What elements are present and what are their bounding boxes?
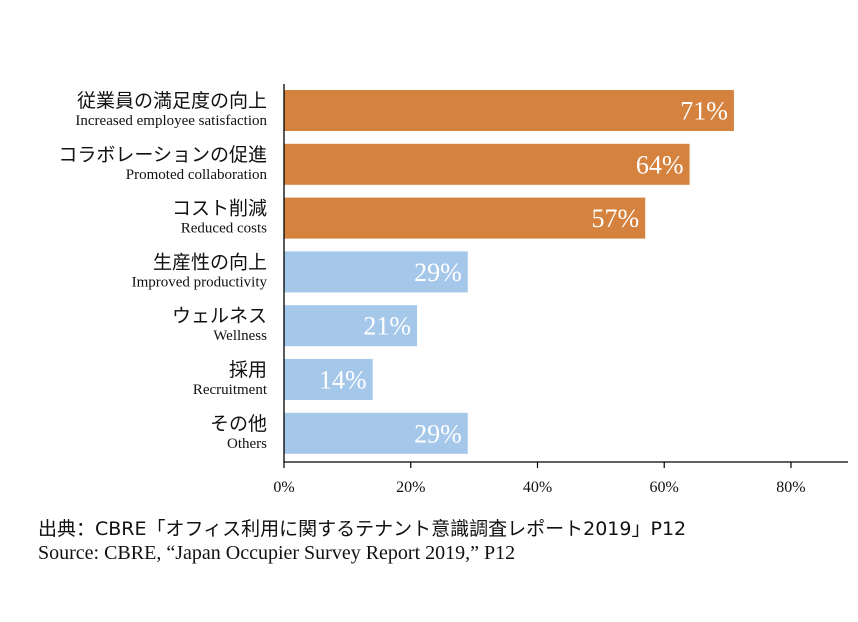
category-label-jp: ウェルネス [172, 305, 267, 327]
x-tick-label: 80% [776, 479, 805, 496]
bar [284, 197, 646, 239]
category-label-jp: コラボレーションの促進 [58, 144, 267, 166]
axes-group: 0% 20% 40% 60% 80% [273, 84, 848, 496]
bar [284, 359, 373, 400]
category-label-en: Increased employee satisfaction [75, 113, 267, 129]
x-tick-label: 60% [650, 479, 679, 496]
bar-value-label: 64% [636, 150, 684, 179]
bar-value-label: 14% [319, 366, 367, 395]
category-label-en: Reduced costs [181, 221, 267, 237]
bar-value-label: 29% [414, 419, 462, 448]
category-label-jp: 生産性の向上 [153, 251, 267, 273]
source-note-jp: 出典：CBRE「オフィス利用に関するテナント意識調査レポート2019」P12 [38, 518, 687, 540]
category-label-jp: コスト削減 [172, 198, 267, 220]
bar-value-label: 29% [414, 258, 462, 287]
bar [284, 412, 468, 454]
category-label-en: Others [227, 436, 267, 452]
bar [284, 143, 690, 185]
category-label-en: Improved productivity [132, 274, 268, 290]
x-tick-label: 40% [523, 479, 552, 496]
bar [284, 251, 468, 293]
x-tick-label: 20% [396, 479, 425, 496]
source-note-en: Source: CBRE, “Japan Occupier Survey Rep… [38, 542, 516, 564]
bars-group: 71%64%57%29%21%14%29% [284, 90, 734, 454]
category-label-en: Promoted collaboration [126, 167, 268, 183]
bar-value-label: 57% [592, 204, 640, 233]
category-label-jp: その他 [210, 413, 267, 435]
category-label-jp: 採用 [229, 359, 267, 381]
category-label-en: Wellness [213, 328, 267, 344]
bar [284, 305, 418, 347]
category-label-en: Recruitment [193, 382, 268, 398]
bar-value-label: 21% [363, 312, 411, 341]
bar-chart: 71%64%57%29%21%14%29% 従業員の満足度の向上Increase… [58, 84, 848, 496]
bar-value-label: 71% [680, 97, 728, 126]
category-label-jp: 従業員の満足度の向上 [77, 90, 267, 112]
x-tick-label: 0% [273, 479, 294, 496]
bar [284, 90, 734, 131]
